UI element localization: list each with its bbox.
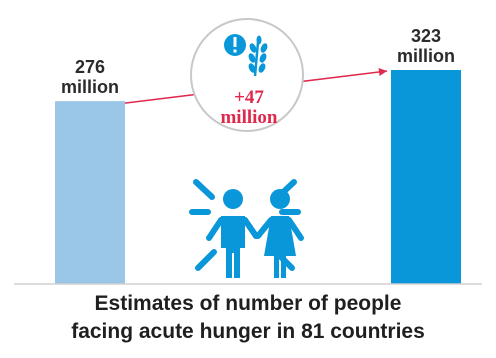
bar-after xyxy=(391,70,461,284)
bar-chart: 276 million 323 million xyxy=(14,18,482,285)
change-arrow-head xyxy=(378,68,387,76)
value-label-after-unit: million xyxy=(397,46,455,66)
chart-title-line-2: facing acute hunger in 81 countries xyxy=(71,320,425,343)
bar-before xyxy=(55,101,125,285)
chart-title-line-1: Estimates of number of people xyxy=(94,292,402,315)
value-label-after-number: 323 xyxy=(411,26,441,46)
chart-title: Estimates of number of people facing acu… xyxy=(0,290,496,358)
alert-icon xyxy=(224,34,246,56)
change-unit: million xyxy=(220,107,277,128)
value-label-before-number: 276 xyxy=(75,57,105,77)
value-label-before-unit: million xyxy=(61,77,119,97)
change-badge: +47 million xyxy=(190,18,304,132)
change-value: +47 xyxy=(234,87,264,108)
wheat-icon xyxy=(248,35,268,77)
people-icon xyxy=(189,179,304,278)
change-badge-circle xyxy=(190,18,304,132)
